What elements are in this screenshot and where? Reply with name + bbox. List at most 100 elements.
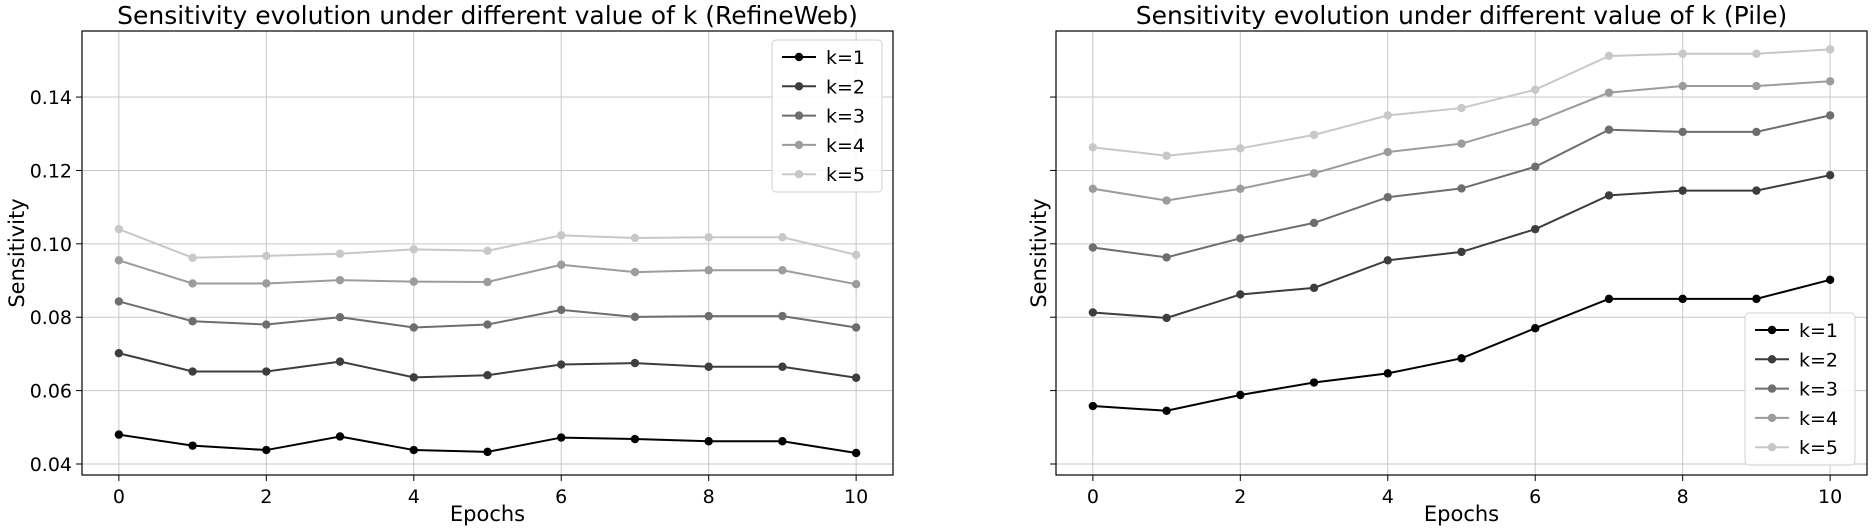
data-point bbox=[188, 367, 197, 376]
data-point bbox=[114, 224, 124, 234]
x-tick-label: 10 bbox=[844, 486, 868, 508]
legend-marker bbox=[794, 52, 804, 62]
data-point bbox=[557, 231, 566, 240]
data-point bbox=[1088, 143, 1098, 152]
data-point bbox=[1457, 354, 1466, 363]
legend-marker bbox=[1767, 413, 1777, 423]
data-point bbox=[262, 445, 271, 455]
data-point bbox=[1383, 111, 1392, 120]
legend-label: k=5 bbox=[826, 164, 865, 186]
data-point bbox=[1678, 186, 1687, 195]
data-point bbox=[262, 320, 271, 329]
data-point bbox=[630, 233, 640, 243]
data-point bbox=[1678, 49, 1687, 58]
x-tick-label: 4 bbox=[1382, 486, 1394, 508]
legend-label: k=5 bbox=[1799, 437, 1838, 459]
data-point bbox=[483, 277, 492, 287]
chart-title: Sensitivity evolution under different va… bbox=[1136, 1, 1788, 30]
data-point bbox=[1825, 111, 1835, 120]
data-point bbox=[704, 266, 713, 275]
data-point bbox=[483, 320, 492, 329]
legend-label: k=4 bbox=[1799, 408, 1838, 430]
series-5 bbox=[114, 224, 861, 262]
legend-label: k=3 bbox=[826, 106, 865, 128]
legend-label: k=2 bbox=[826, 76, 865, 98]
legend-entry: k=3 bbox=[1755, 379, 1838, 401]
legend-entry: k=1 bbox=[1755, 320, 1838, 342]
data-point bbox=[1309, 283, 1319, 293]
data-point bbox=[1088, 243, 1098, 252]
data-point bbox=[1604, 51, 1614, 61]
data-point bbox=[557, 305, 566, 315]
data-point bbox=[1604, 88, 1614, 97]
data-point bbox=[851, 279, 861, 289]
y-tick-label: 0.10 bbox=[30, 234, 72, 256]
legend-marker bbox=[794, 170, 804, 179]
legend-entry: k=5 bbox=[1755, 437, 1838, 459]
data-point bbox=[188, 317, 197, 326]
series-3 bbox=[114, 297, 861, 332]
x-tick-label: 2 bbox=[260, 486, 272, 508]
data-point bbox=[1678, 81, 1687, 91]
y-tick-label: 0.06 bbox=[30, 381, 72, 403]
data-point bbox=[1752, 81, 1761, 91]
data-point bbox=[1309, 130, 1319, 140]
legend-label: k=1 bbox=[826, 47, 865, 69]
y-axis-label: Sensitivity bbox=[1027, 198, 1051, 307]
data-point bbox=[1088, 184, 1098, 193]
legend-box bbox=[771, 39, 883, 193]
data-point bbox=[704, 362, 713, 371]
data-point bbox=[1752, 186, 1761, 195]
legend: k=1 k=2 k=3 k=4 k=5 bbox=[771, 39, 883, 193]
data-point bbox=[483, 370, 492, 380]
data-point bbox=[335, 432, 345, 441]
y-tick-label: 0.04 bbox=[30, 454, 72, 476]
data-point bbox=[778, 311, 787, 321]
data-point bbox=[1236, 144, 1245, 153]
data-point bbox=[1531, 162, 1540, 171]
data-point bbox=[114, 256, 124, 265]
data-point bbox=[1531, 117, 1540, 127]
data-point bbox=[557, 360, 566, 369]
data-point bbox=[557, 433, 566, 442]
data-point bbox=[1162, 313, 1171, 323]
x-tick-label: 2 bbox=[1234, 486, 1246, 508]
chart-title: Sensitivity evolution under different va… bbox=[117, 1, 858, 30]
legend-entry: k=5 bbox=[782, 164, 865, 186]
data-point bbox=[1604, 294, 1614, 304]
legend-marker bbox=[794, 111, 804, 120]
data-point bbox=[409, 445, 418, 455]
data-point bbox=[1825, 45, 1835, 54]
data-point bbox=[409, 323, 418, 332]
data-point bbox=[1825, 275, 1835, 284]
legend-entry: k=2 bbox=[1755, 349, 1838, 371]
data-point bbox=[335, 249, 345, 258]
data-point bbox=[1309, 169, 1319, 178]
legend-marker bbox=[1767, 384, 1777, 393]
series-line bbox=[1092, 174, 1831, 319]
data-point bbox=[778, 362, 787, 371]
plot-frame bbox=[81, 30, 894, 476]
data-point bbox=[851, 448, 861, 458]
data-point bbox=[1531, 85, 1540, 94]
legend-entry: k=1 bbox=[782, 47, 865, 69]
data-point bbox=[1236, 184, 1245, 193]
legend-label: k=3 bbox=[1799, 379, 1838, 401]
data-point bbox=[114, 430, 124, 439]
data-point bbox=[188, 441, 197, 450]
x-tick-label: 0 bbox=[1087, 486, 1099, 508]
y-tick-label: 0.08 bbox=[30, 307, 72, 329]
data-point bbox=[778, 266, 787, 275]
data-point bbox=[1678, 294, 1687, 304]
data-point bbox=[1752, 127, 1761, 137]
data-point bbox=[1236, 234, 1245, 243]
y-tick-label: 0.14 bbox=[30, 87, 72, 109]
data-point bbox=[1678, 127, 1687, 137]
series-line bbox=[1092, 278, 1831, 412]
data-point bbox=[1236, 290, 1245, 299]
series-4 bbox=[1088, 77, 1835, 205]
data-point bbox=[630, 312, 640, 322]
data-point bbox=[114, 348, 124, 358]
data-point bbox=[557, 260, 566, 269]
